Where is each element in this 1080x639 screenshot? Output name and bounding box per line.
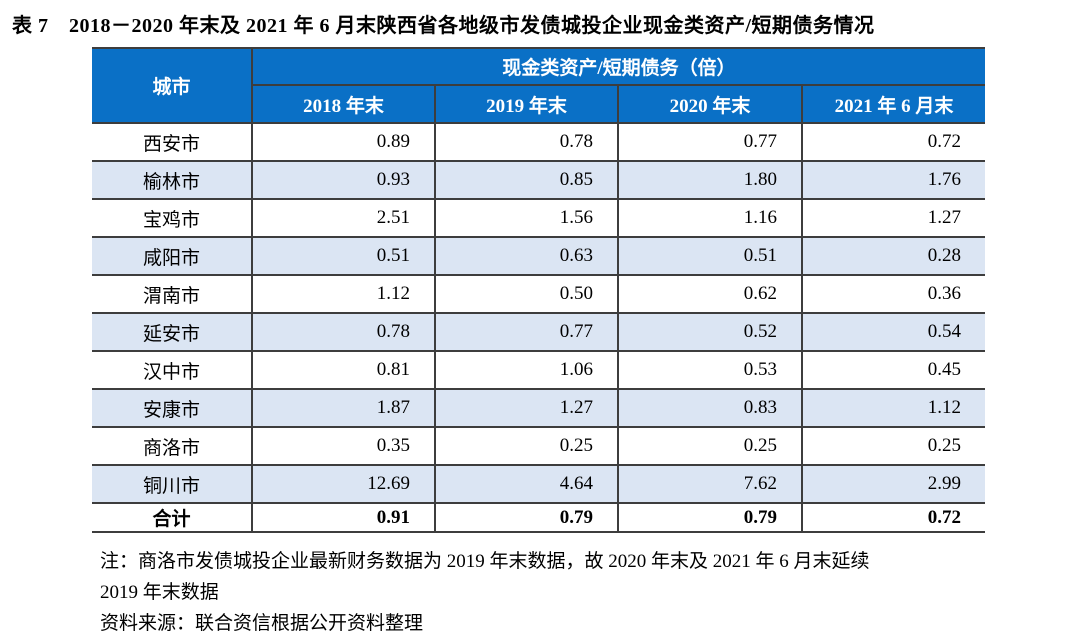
table-row: 宝鸡市 2.51 1.56 1.16 1.27 (92, 198, 986, 238)
value-cell-2020: 0.77 (617, 122, 803, 162)
table-row: 商洛市 0.35 0.25 0.25 0.25 (92, 426, 986, 466)
city-cell: 咸阳市 (92, 236, 253, 276)
city-cell: 汉中市 (92, 350, 253, 390)
value-cell-2021: 0.25 (800, 426, 986, 466)
value-cell-2020: 1.80 (617, 160, 803, 200)
value-cell-2021: 2.99 (800, 464, 986, 504)
note-line-2: 2019 年末数据 (100, 582, 219, 603)
value-cell-2018: 12.69 (251, 464, 436, 504)
header-period-2020: 2020 年末 (617, 84, 803, 124)
value-cell-2018: 0.81 (251, 350, 436, 390)
value-cell-2020: 0.51 (617, 236, 803, 276)
city-cell: 商洛市 (92, 426, 253, 466)
header-group-row: 城市 现金类资产/短期债务（倍） (92, 47, 986, 124)
value-cell-2019: 0.85 (434, 160, 619, 200)
city-cell: 铜川市 (92, 464, 253, 504)
table-row: 铜川市 12.69 4.64 7.62 2.99 (92, 464, 986, 504)
city-cell: 安康市 (92, 388, 253, 428)
value-cell-2021: 0.28 (800, 236, 986, 276)
header-group-label: 现金类资产/短期债务（倍） (250, 47, 986, 86)
header-period-2021: 2021 年 6 月末 (800, 84, 986, 124)
table-header: 城市 现金类资产/短期债务（倍） 2018 年末 2019 年末 2020 年末… (92, 47, 986, 124)
cash-assets-table: 城市 现金类资产/短期债务（倍） 2018 年末 2019 年末 2020 年末… (92, 47, 986, 533)
value-cell-2019: 0.25 (434, 426, 619, 466)
table-row: 榆林市 0.93 0.85 1.80 1.76 (92, 160, 986, 200)
table-row: 咸阳市 0.51 0.63 0.51 0.28 (92, 236, 986, 276)
value-cell-2021: 0.72 (800, 122, 986, 162)
value-cell-2019: 0.63 (434, 236, 619, 276)
header-city: 城市 (92, 47, 253, 124)
value-cell-2021: 1.12 (800, 388, 986, 428)
table-row: 汉中市 0.81 1.06 0.53 0.45 (92, 350, 986, 390)
value-cell-2021: 1.27 (800, 198, 986, 238)
table-body: 西安市 0.89 0.78 0.77 0.72 榆林市 0.93 0.85 1.… (92, 122, 986, 504)
value-cell-2020: 0.25 (617, 426, 803, 466)
value-cell-2019: 0.77 (434, 312, 619, 352)
value-cell-2018: 1.87 (251, 388, 436, 428)
total-value-2020: 0.79 (617, 502, 803, 533)
value-cell-2019: 1.06 (434, 350, 619, 390)
table-notes: 注：商洛市发债城投企业最新财务数据为 2019 年末数据，故 2020 年末及 … (100, 546, 1072, 639)
value-cell-2019: 0.50 (434, 274, 619, 314)
value-cell-2018: 0.78 (251, 312, 436, 352)
source-line: 资料来源：联合资信根据公开资料整理 (100, 613, 424, 634)
value-cell-2020: 0.83 (617, 388, 803, 428)
value-cell-2020: 0.52 (617, 312, 803, 352)
value-cell-2019: 1.56 (434, 198, 619, 238)
table-row: 西安市 0.89 0.78 0.77 0.72 (92, 122, 986, 162)
value-cell-2020: 7.62 (617, 464, 803, 504)
total-value-2018: 0.91 (251, 502, 436, 533)
city-cell: 宝鸡市 (92, 198, 253, 238)
value-cell-2020: 0.53 (617, 350, 803, 390)
total-row: 合计 0.91 0.79 0.79 0.72 (92, 502, 986, 533)
value-cell-2018: 0.89 (251, 122, 436, 162)
total-value-2019: 0.79 (434, 502, 619, 533)
city-cell: 榆林市 (92, 160, 253, 200)
city-cell: 西安市 (92, 122, 253, 162)
header-period-2019: 2019 年末 (434, 84, 619, 124)
value-cell-2020: 0.62 (617, 274, 803, 314)
value-cell-2021: 0.45 (800, 350, 986, 390)
value-cell-2020: 1.16 (617, 198, 803, 238)
table-footer: 合计 0.91 0.79 0.79 0.72 (92, 502, 986, 533)
table-title: 表 7 2018－2020 年末及 2021 年 6 月末陕西省各地级市发债城投… (12, 15, 875, 37)
value-cell-2019: 0.78 (434, 122, 619, 162)
total-label: 合计 (92, 502, 253, 533)
table-row: 渭南市 1.12 0.50 0.62 0.36 (92, 274, 986, 314)
value-cell-2021: 0.36 (800, 274, 986, 314)
value-cell-2018: 0.35 (251, 426, 436, 466)
total-value-2021: 0.72 (800, 502, 986, 533)
note-line-1: 注：商洛市发债城投企业最新财务数据为 2019 年末数据，故 2020 年末及 … (100, 551, 870, 572)
value-cell-2018: 1.12 (251, 274, 436, 314)
header-period-2018: 2018 年末 (252, 84, 436, 124)
value-cell-2019: 4.64 (434, 464, 619, 504)
value-cell-2018: 0.51 (251, 236, 436, 276)
city-cell: 延安市 (92, 312, 253, 352)
value-cell-2021: 0.54 (800, 312, 986, 352)
value-cell-2018: 0.93 (251, 160, 436, 200)
table-row: 延安市 0.78 0.77 0.52 0.54 (92, 312, 986, 352)
table-row: 安康市 1.87 1.27 0.83 1.12 (92, 388, 986, 428)
value-cell-2018: 2.51 (251, 198, 436, 238)
city-cell: 渭南市 (92, 274, 253, 314)
header-period-row: 2018 年末 2019 年末 2020 年末 2021 年 6 月末 (92, 84, 986, 124)
value-cell-2019: 1.27 (434, 388, 619, 428)
value-cell-2021: 1.76 (800, 160, 986, 200)
